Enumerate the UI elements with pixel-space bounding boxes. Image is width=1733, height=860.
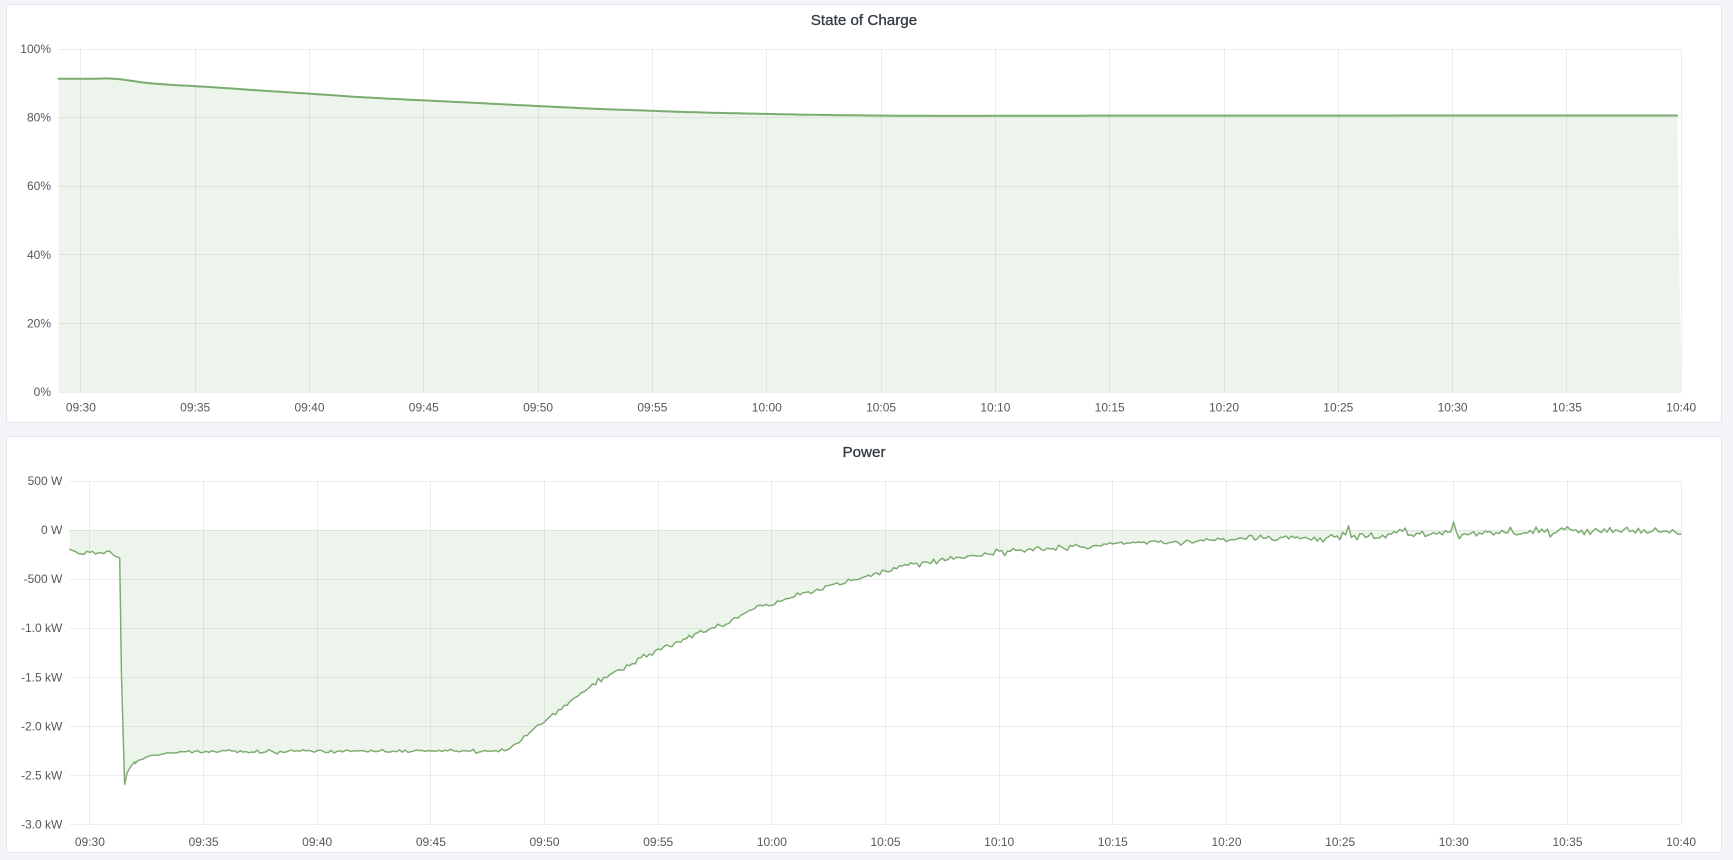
- svg-text:09:50: 09:50: [523, 401, 553, 415]
- svg-text:-3.0 kW: -3.0 kW: [21, 818, 63, 832]
- svg-text:10:10: 10:10: [984, 835, 1014, 849]
- svg-text:10:30: 10:30: [1438, 401, 1468, 415]
- svg-text:09:55: 09:55: [643, 835, 673, 849]
- svg-text:10:00: 10:00: [757, 835, 787, 849]
- svg-text:500 W: 500 W: [28, 474, 63, 488]
- svg-text:0%: 0%: [34, 385, 52, 399]
- svg-text:10:15: 10:15: [1095, 401, 1125, 415]
- svg-text:09:45: 09:45: [409, 401, 439, 415]
- svg-text:09:35: 09:35: [180, 401, 210, 415]
- svg-text:10:30: 10:30: [1439, 835, 1469, 849]
- svg-text:80%: 80%: [27, 111, 51, 125]
- svg-text:10:35: 10:35: [1552, 401, 1582, 415]
- svg-text:10:40: 10:40: [1666, 835, 1696, 849]
- svg-text:09:40: 09:40: [302, 835, 332, 849]
- svg-text:09:30: 09:30: [66, 401, 96, 415]
- svg-text:60%: 60%: [27, 179, 51, 193]
- svg-text:20%: 20%: [27, 316, 51, 330]
- svg-text:State of Charge: State of Charge: [811, 12, 917, 29]
- svg-text:10:25: 10:25: [1323, 401, 1353, 415]
- svg-text:10:20: 10:20: [1209, 401, 1239, 415]
- svg-text:10:05: 10:05: [866, 401, 896, 415]
- svg-text:09:30: 09:30: [75, 835, 105, 849]
- svg-text:10:35: 10:35: [1552, 835, 1582, 849]
- svg-text:10:05: 10:05: [870, 835, 900, 849]
- svg-text:-2.5 kW: -2.5 kW: [21, 769, 63, 783]
- svg-text:09:45: 09:45: [416, 835, 446, 849]
- svg-text:10:10: 10:10: [980, 401, 1010, 415]
- svg-text:10:00: 10:00: [752, 401, 782, 415]
- svg-text:09:40: 09:40: [294, 401, 324, 415]
- svg-text:10:15: 10:15: [1098, 835, 1128, 849]
- svg-text:40%: 40%: [27, 248, 51, 262]
- svg-text:09:50: 09:50: [529, 835, 559, 849]
- svg-text:-2.0 kW: -2.0 kW: [21, 719, 63, 733]
- svg-text:-1.5 kW: -1.5 kW: [21, 670, 63, 684]
- svg-text:0 W: 0 W: [41, 523, 63, 537]
- svg-text:Power: Power: [842, 444, 885, 461]
- svg-text:10:25: 10:25: [1325, 835, 1355, 849]
- svg-text:-1.0 kW: -1.0 kW: [21, 621, 63, 635]
- svg-text:100%: 100%: [20, 42, 51, 56]
- svg-text:09:55: 09:55: [637, 401, 667, 415]
- svg-text:10:40: 10:40: [1666, 401, 1696, 415]
- svg-text:10:20: 10:20: [1211, 835, 1241, 849]
- svg-text:09:35: 09:35: [189, 835, 219, 849]
- svg-text:-500 W: -500 W: [24, 572, 63, 586]
